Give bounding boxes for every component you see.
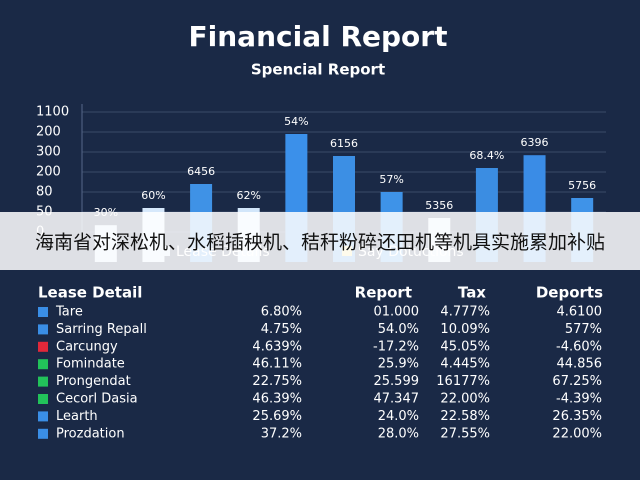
bar-value-label: 62% — [237, 189, 261, 202]
table-cell: 4.639% — [252, 339, 302, 354]
y-tick-label: 1100 — [36, 105, 69, 120]
table-cell: 4.777% — [440, 305, 490, 320]
row-swatch — [38, 341, 48, 352]
table-cell: 46.11% — [252, 357, 302, 372]
table-cell: 22.58% — [440, 409, 490, 424]
table-cell: 37.2% — [261, 426, 302, 441]
table-cell: 4.6100 — [557, 305, 603, 320]
bar-value-label: 6396 — [521, 136, 549, 149]
table-cell: 10.09% — [440, 322, 490, 337]
row-swatch — [38, 376, 48, 387]
row-label: Learth — [56, 409, 98, 424]
table-header: Tax — [458, 284, 486, 302]
table: Lease Detail Report Tax Deports Tare 6.80% 01.… — [38, 284, 603, 441]
table-cell: -17.2% — [373, 339, 419, 354]
bar-value-label: 60% — [141, 189, 165, 202]
table-cell: 6.80% — [261, 305, 302, 320]
bar-value-label: 68.4% — [469, 149, 504, 162]
row-label: Prozdation — [56, 426, 125, 441]
row-swatch — [38, 307, 48, 317]
y-tick-label: 300 — [36, 145, 61, 160]
bar-value-label: 5356 — [425, 199, 453, 212]
row-swatch — [38, 411, 48, 422]
table-cell: 45.05% — [440, 339, 490, 354]
table-cell: 4.75% — [261, 322, 302, 337]
table-cell: 577% — [565, 322, 602, 337]
table-cell: 46.39% — [252, 392, 302, 407]
bar-value-label: 57% — [379, 173, 403, 186]
row-swatch — [38, 428, 48, 439]
row-swatch — [38, 394, 48, 404]
bar-value-label: 6156 — [330, 137, 358, 150]
banner-text: 海南省对深松机、水稻插秧机、秸秆粉碎还田机等机具实施累加补贴 — [35, 232, 605, 254]
table-header: Lease Detail — [38, 284, 142, 302]
table-cell: -4.60% — [556, 339, 602, 354]
table-cell: 01.000 — [374, 305, 420, 320]
y-tick-label: 80 — [36, 185, 53, 200]
table-cell: 25.69% — [252, 409, 302, 424]
bar-value-label: 6456 — [187, 165, 215, 178]
table-cell: 25.9% — [378, 357, 419, 372]
row-label: Fomindate — [56, 357, 125, 372]
row-label: Carcungy — [56, 339, 118, 354]
table-cell: 24.0% — [378, 409, 419, 424]
table-cell: 4.445% — [440, 357, 490, 372]
row-label: Prongendat — [56, 374, 131, 389]
table-cell: 44.856 — [557, 357, 603, 372]
row-swatch — [38, 359, 48, 370]
table-header: Deports — [536, 284, 603, 302]
row-label: Cecorl Dasia — [56, 392, 138, 407]
row-label: Tare — [55, 305, 83, 320]
table-cell: 16177% — [436, 374, 490, 389]
row-swatch — [38, 324, 48, 335]
table-cell: 22.00% — [552, 426, 602, 441]
table-cell: 54.0% — [378, 322, 419, 337]
table-cell: 22.00% — [440, 392, 490, 407]
table-cell: 25.599 — [374, 374, 420, 389]
banner-background — [0, 212, 640, 270]
table-cell: 67.25% — [552, 374, 602, 389]
bar-value-label: 5756 — [568, 179, 596, 192]
table-cell: 47.347 — [374, 392, 420, 407]
table-cell: 26.35% — [552, 409, 602, 424]
table-cell: 22.75% — [252, 374, 302, 389]
table-cell: 28.0% — [378, 426, 419, 441]
table-cell: 27.55% — [440, 426, 490, 441]
table-cell: -4.39% — [556, 392, 602, 407]
banner: 海南省对深松机、水稻插秧机、秸秆粉碎还田机等机具实施累加补贴 — [0, 212, 640, 270]
row-label: Sarring Repall — [56, 322, 147, 337]
table-header: Report — [355, 284, 412, 302]
bar-value-label: 54% — [284, 115, 308, 128]
y-tick-label: 200 — [36, 125, 61, 140]
subtitle: Spencial Report — [251, 61, 385, 79]
title: Financial Report — [189, 20, 448, 53]
y-tick-label: 200 — [36, 165, 61, 180]
